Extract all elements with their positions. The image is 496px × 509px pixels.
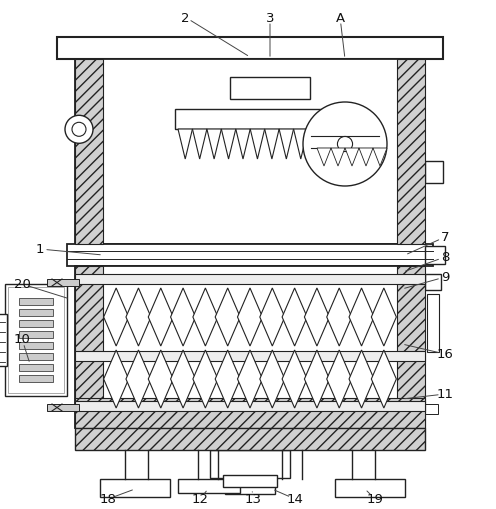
Bar (67, 244, 433, 267)
Polygon shape (250, 130, 265, 160)
Polygon shape (373, 149, 387, 166)
Polygon shape (372, 289, 396, 346)
Bar (75, 351, 425, 361)
Bar (397, 267, 425, 428)
Bar (19, 320, 53, 327)
Polygon shape (282, 350, 307, 408)
Circle shape (65, 116, 93, 144)
Bar (19, 343, 53, 349)
Text: 1: 1 (36, 243, 44, 256)
Polygon shape (207, 130, 221, 160)
Bar (100, 479, 170, 497)
Polygon shape (260, 289, 285, 346)
Polygon shape (265, 130, 279, 160)
Polygon shape (193, 350, 218, 408)
Polygon shape (104, 350, 128, 408)
Text: 18: 18 (100, 493, 117, 505)
Polygon shape (294, 130, 308, 160)
Polygon shape (148, 289, 173, 346)
Text: 11: 11 (436, 388, 453, 401)
Bar (425, 246, 445, 265)
Text: 12: 12 (191, 493, 208, 505)
Bar (47, 404, 79, 411)
Bar (0, 315, 7, 366)
Polygon shape (331, 149, 345, 166)
Polygon shape (238, 289, 262, 346)
Bar (425, 274, 441, 291)
Polygon shape (279, 130, 294, 160)
Bar (230, 78, 310, 100)
Polygon shape (193, 289, 218, 346)
Polygon shape (126, 289, 151, 346)
Bar (75, 60, 425, 244)
Polygon shape (126, 350, 151, 408)
Polygon shape (349, 289, 374, 346)
Polygon shape (327, 350, 352, 408)
Bar (19, 364, 53, 371)
Polygon shape (238, 350, 262, 408)
Bar (175, 110, 330, 130)
Circle shape (72, 123, 86, 137)
Polygon shape (171, 350, 195, 408)
Text: 13: 13 (245, 493, 261, 505)
Text: 7: 7 (441, 231, 449, 244)
Polygon shape (317, 149, 331, 166)
Bar (75, 60, 103, 244)
Polygon shape (260, 350, 285, 408)
Polygon shape (349, 350, 374, 408)
Bar (19, 331, 53, 338)
Bar (8, 288, 64, 393)
Bar (19, 309, 53, 317)
Polygon shape (215, 289, 240, 346)
Polygon shape (178, 130, 192, 160)
Bar (19, 375, 53, 382)
Polygon shape (236, 130, 250, 160)
Text: 20: 20 (13, 278, 30, 291)
Bar (420, 404, 438, 414)
Polygon shape (171, 289, 195, 346)
Bar (425, 161, 443, 183)
Polygon shape (282, 289, 307, 346)
Polygon shape (148, 350, 173, 408)
Text: 14: 14 (287, 493, 304, 505)
Bar (225, 478, 275, 494)
Polygon shape (192, 130, 207, 160)
Text: 16: 16 (436, 348, 453, 361)
Bar (57, 38, 443, 60)
Bar (75, 401, 425, 411)
Polygon shape (345, 149, 359, 166)
Polygon shape (305, 350, 329, 408)
Text: 9: 9 (441, 271, 449, 284)
Bar (427, 294, 439, 352)
Bar (210, 450, 290, 478)
Text: A: A (335, 12, 345, 24)
Polygon shape (372, 350, 396, 408)
Polygon shape (104, 289, 128, 346)
Circle shape (303, 103, 387, 187)
Circle shape (337, 137, 353, 152)
Bar (47, 279, 79, 287)
Polygon shape (359, 149, 373, 166)
Polygon shape (215, 350, 240, 408)
Text: 3: 3 (266, 12, 274, 24)
Polygon shape (327, 289, 352, 346)
Polygon shape (221, 130, 236, 160)
Text: 2: 2 (181, 12, 189, 24)
Bar (178, 479, 240, 493)
Text: 19: 19 (367, 493, 383, 505)
Text: 8: 8 (441, 251, 449, 264)
Bar (223, 475, 277, 487)
Bar (19, 353, 53, 360)
Bar (75, 274, 425, 285)
Text: 10: 10 (13, 333, 30, 346)
Bar (75, 398, 425, 428)
Bar (75, 267, 103, 428)
Bar (397, 60, 425, 244)
Polygon shape (305, 289, 329, 346)
Bar (75, 267, 425, 428)
Bar (5, 285, 67, 396)
Bar (19, 298, 53, 305)
Bar (335, 479, 405, 497)
Bar (75, 428, 425, 450)
